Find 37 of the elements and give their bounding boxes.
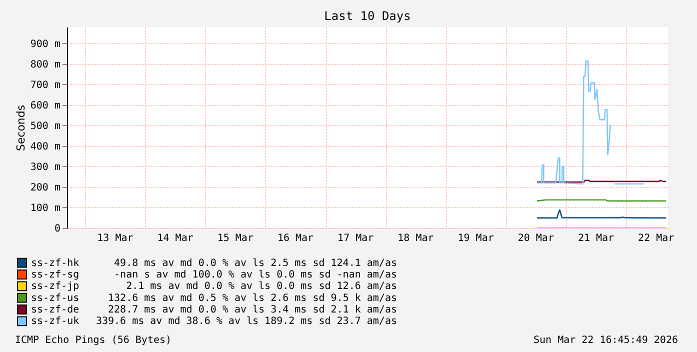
x-tick-label: 14 Mar <box>157 233 194 244</box>
text: 2.1 ms av md 0.0 % av ls 0.0 ms sd 12.6 am/as <box>126 281 397 292</box>
text: ICMP Echo Pings (56 Bytes) <box>15 335 172 346</box>
y-tick-label: 900 m <box>30 38 60 50</box>
legend-label: ss-zf-de <box>31 304 80 316</box>
line-series <box>536 209 667 219</box>
x-tick-label: 18 Mar <box>398 233 434 244</box>
x-tick-label: 15 Mar <box>217 233 254 244</box>
x-tick-label: 22 Mar <box>638 233 674 244</box>
y-tick-label: 800 m <box>30 59 60 70</box>
x-tick-label: 20 Mar <box>518 233 554 244</box>
y-tick-label: 700 m <box>30 80 60 91</box>
legend-label: ss-zf-jp <box>31 281 80 292</box>
text: 228.7 ms av md 0.0 % av ls 3.4 ms sd 2.1 k am/as <box>108 304 397 316</box>
y-tick-label: 600 m <box>30 100 60 112</box>
legend-label: ss-zf-hk <box>31 258 80 269</box>
x-tick-label: 16 Mar <box>277 233 314 244</box>
x-tick-label: 21 Mar <box>578 233 614 244</box>
text: -nan s av md 100.0 % av ls 0.0 ms sd -nan am/as <box>114 270 397 280</box>
y-tick-label: 200 m <box>30 182 60 194</box>
x-tick-label: 19 Mar <box>458 233 494 244</box>
x-tick-label: 13 Mar <box>97 233 134 244</box>
y-tick-label: 500 m <box>30 120 60 132</box>
y-tick-label: 400 m <box>30 141 60 152</box>
text: 49.8 ms av md 0.0 % av ls 2.5 ms sd 124.1 am/as <box>114 258 397 269</box>
text: Sun Mar 22 16:45:49 2026 <box>534 335 678 346</box>
text: 339.6 ms av md 38.6 % av ls 189.2 ms sd 23.7 am/as <box>96 316 397 328</box>
legend-label: ss-zf-us <box>31 292 80 304</box>
text: 132.6 ms av md 0.5 % av ls 2.6 ms sd 9.5 k am/as <box>108 292 397 304</box>
legend-label: ss-zf-uk <box>31 316 80 328</box>
y-axis-title: Seconds <box>14 104 28 152</box>
y-tick-label: 0 <box>54 224 60 234</box>
y-tick-label: 300 m <box>30 162 60 173</box>
legend-label: ss-zf-sg <box>31 270 80 280</box>
x-tick-label: 17 Mar <box>338 233 374 244</box>
y-tick-label: 100 m <box>30 202 60 214</box>
chart-title: Last 10 Days <box>324 9 411 23</box>
